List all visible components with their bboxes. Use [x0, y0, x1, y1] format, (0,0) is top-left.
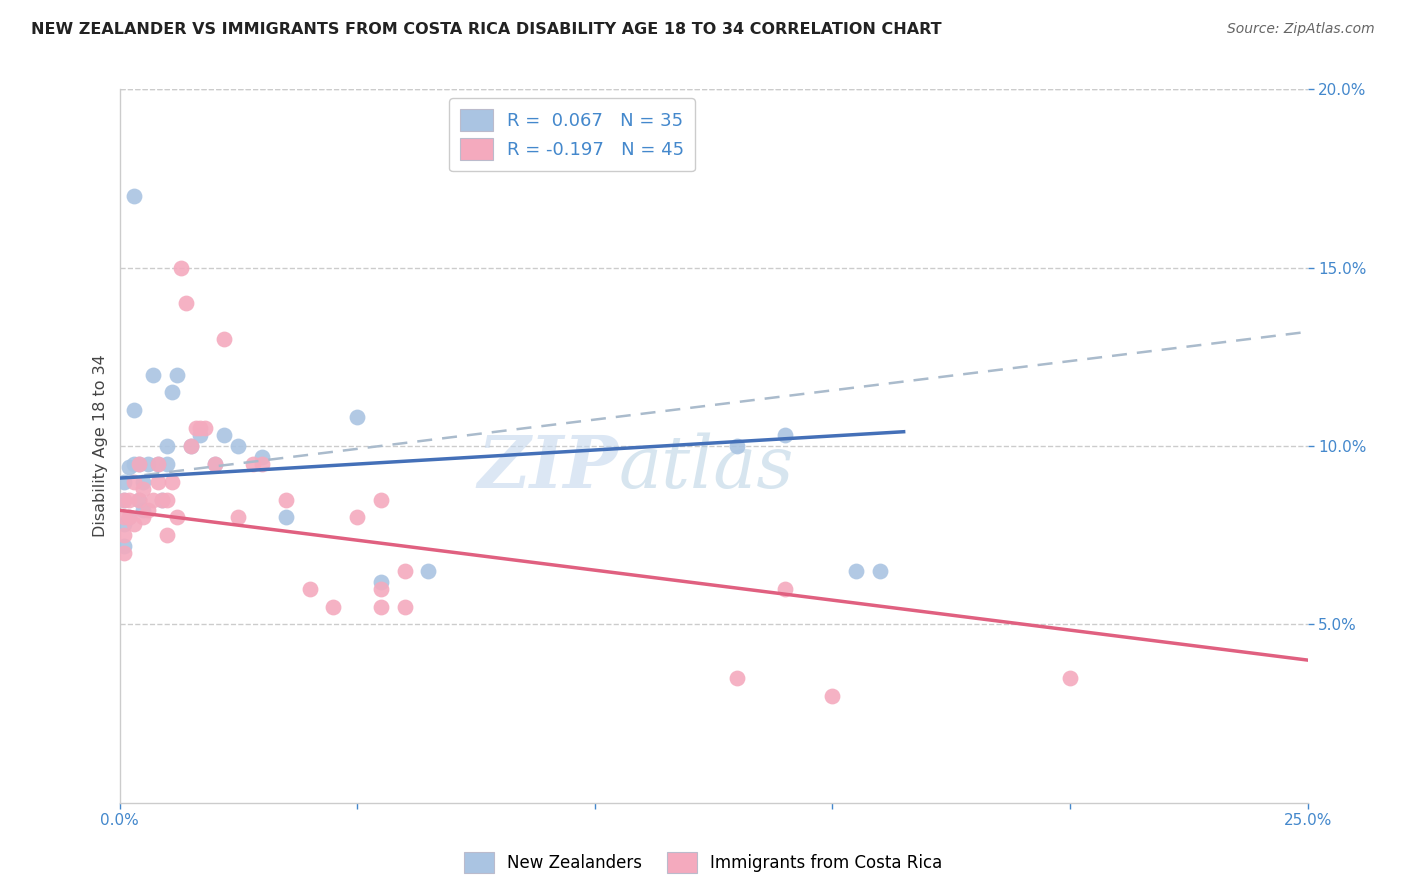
Point: [394, 599, 416, 614]
Point: [112, 492, 135, 507]
Y-axis label: Disability Age 18 to 34: Disability Age 18 to 34: [93, 355, 108, 537]
Point: [298, 582, 321, 596]
Point: [156, 439, 179, 453]
Point: [132, 510, 155, 524]
Legend: R =  0.067   N = 35, R = -0.197   N = 45: R = 0.067 N = 35, R = -0.197 N = 45: [450, 98, 695, 171]
Point: [725, 671, 748, 685]
Point: [160, 475, 183, 489]
Point: [274, 492, 297, 507]
Point: [146, 475, 169, 489]
Point: [146, 457, 169, 471]
Point: [136, 503, 159, 517]
Point: [346, 510, 368, 524]
Point: [128, 492, 150, 507]
Point: [821, 689, 844, 703]
Point: [773, 428, 796, 442]
Point: [250, 457, 273, 471]
Point: [122, 403, 145, 417]
Point: [346, 410, 368, 425]
Point: [184, 421, 207, 435]
Point: [122, 189, 145, 203]
Point: [212, 428, 235, 442]
Point: [869, 564, 891, 578]
Point: [170, 260, 193, 275]
Point: [112, 517, 135, 532]
Legend: New Zealanders, Immigrants from Costa Rica: New Zealanders, Immigrants from Costa Ri…: [457, 846, 949, 880]
Point: [180, 439, 202, 453]
Point: [128, 457, 150, 471]
Point: [118, 510, 141, 524]
Point: [118, 510, 141, 524]
Point: [112, 475, 135, 489]
Point: [132, 503, 155, 517]
Point: [142, 368, 165, 382]
Point: [370, 582, 392, 596]
Point: [242, 457, 264, 471]
Point: [160, 385, 183, 400]
Text: NEW ZEALANDER VS IMMIGRANTS FROM COSTA RICA DISABILITY AGE 18 TO 34 CORRELATION : NEW ZEALANDER VS IMMIGRANTS FROM COSTA R…: [31, 22, 942, 37]
Point: [156, 492, 179, 507]
Point: [370, 574, 392, 589]
Point: [845, 564, 868, 578]
Text: atlas: atlas: [619, 432, 794, 503]
Point: [194, 421, 217, 435]
Point: [418, 564, 440, 578]
Point: [132, 482, 155, 496]
Point: [166, 368, 188, 382]
Point: [370, 599, 392, 614]
Point: [122, 475, 145, 489]
Point: [128, 457, 150, 471]
Point: [250, 450, 273, 464]
Point: [394, 564, 416, 578]
Point: [228, 510, 250, 524]
Point: [112, 539, 135, 553]
Point: [1059, 671, 1081, 685]
Point: [212, 332, 235, 346]
Point: [725, 439, 748, 453]
Point: [370, 492, 392, 507]
Point: [122, 457, 145, 471]
Point: [156, 457, 179, 471]
Text: Source: ZipAtlas.com: Source: ZipAtlas.com: [1227, 22, 1375, 37]
Point: [188, 421, 211, 435]
Point: [112, 492, 135, 507]
Point: [174, 296, 197, 310]
Point: [773, 582, 796, 596]
Point: [156, 528, 179, 542]
Point: [204, 457, 226, 471]
Point: [228, 439, 250, 453]
Point: [128, 492, 150, 507]
Point: [150, 492, 173, 507]
Point: [146, 457, 169, 471]
Point: [136, 457, 159, 471]
Point: [118, 492, 141, 507]
Text: ZIP: ZIP: [478, 432, 619, 503]
Point: [112, 510, 135, 524]
Point: [142, 492, 165, 507]
Point: [150, 492, 173, 507]
Point: [274, 510, 297, 524]
Point: [180, 439, 202, 453]
Point: [112, 546, 135, 560]
Point: [112, 528, 135, 542]
Point: [188, 428, 211, 442]
Point: [166, 510, 188, 524]
Point: [204, 457, 226, 471]
Point: [122, 517, 145, 532]
Point: [118, 460, 141, 475]
Point: [322, 599, 344, 614]
Point: [132, 475, 155, 489]
